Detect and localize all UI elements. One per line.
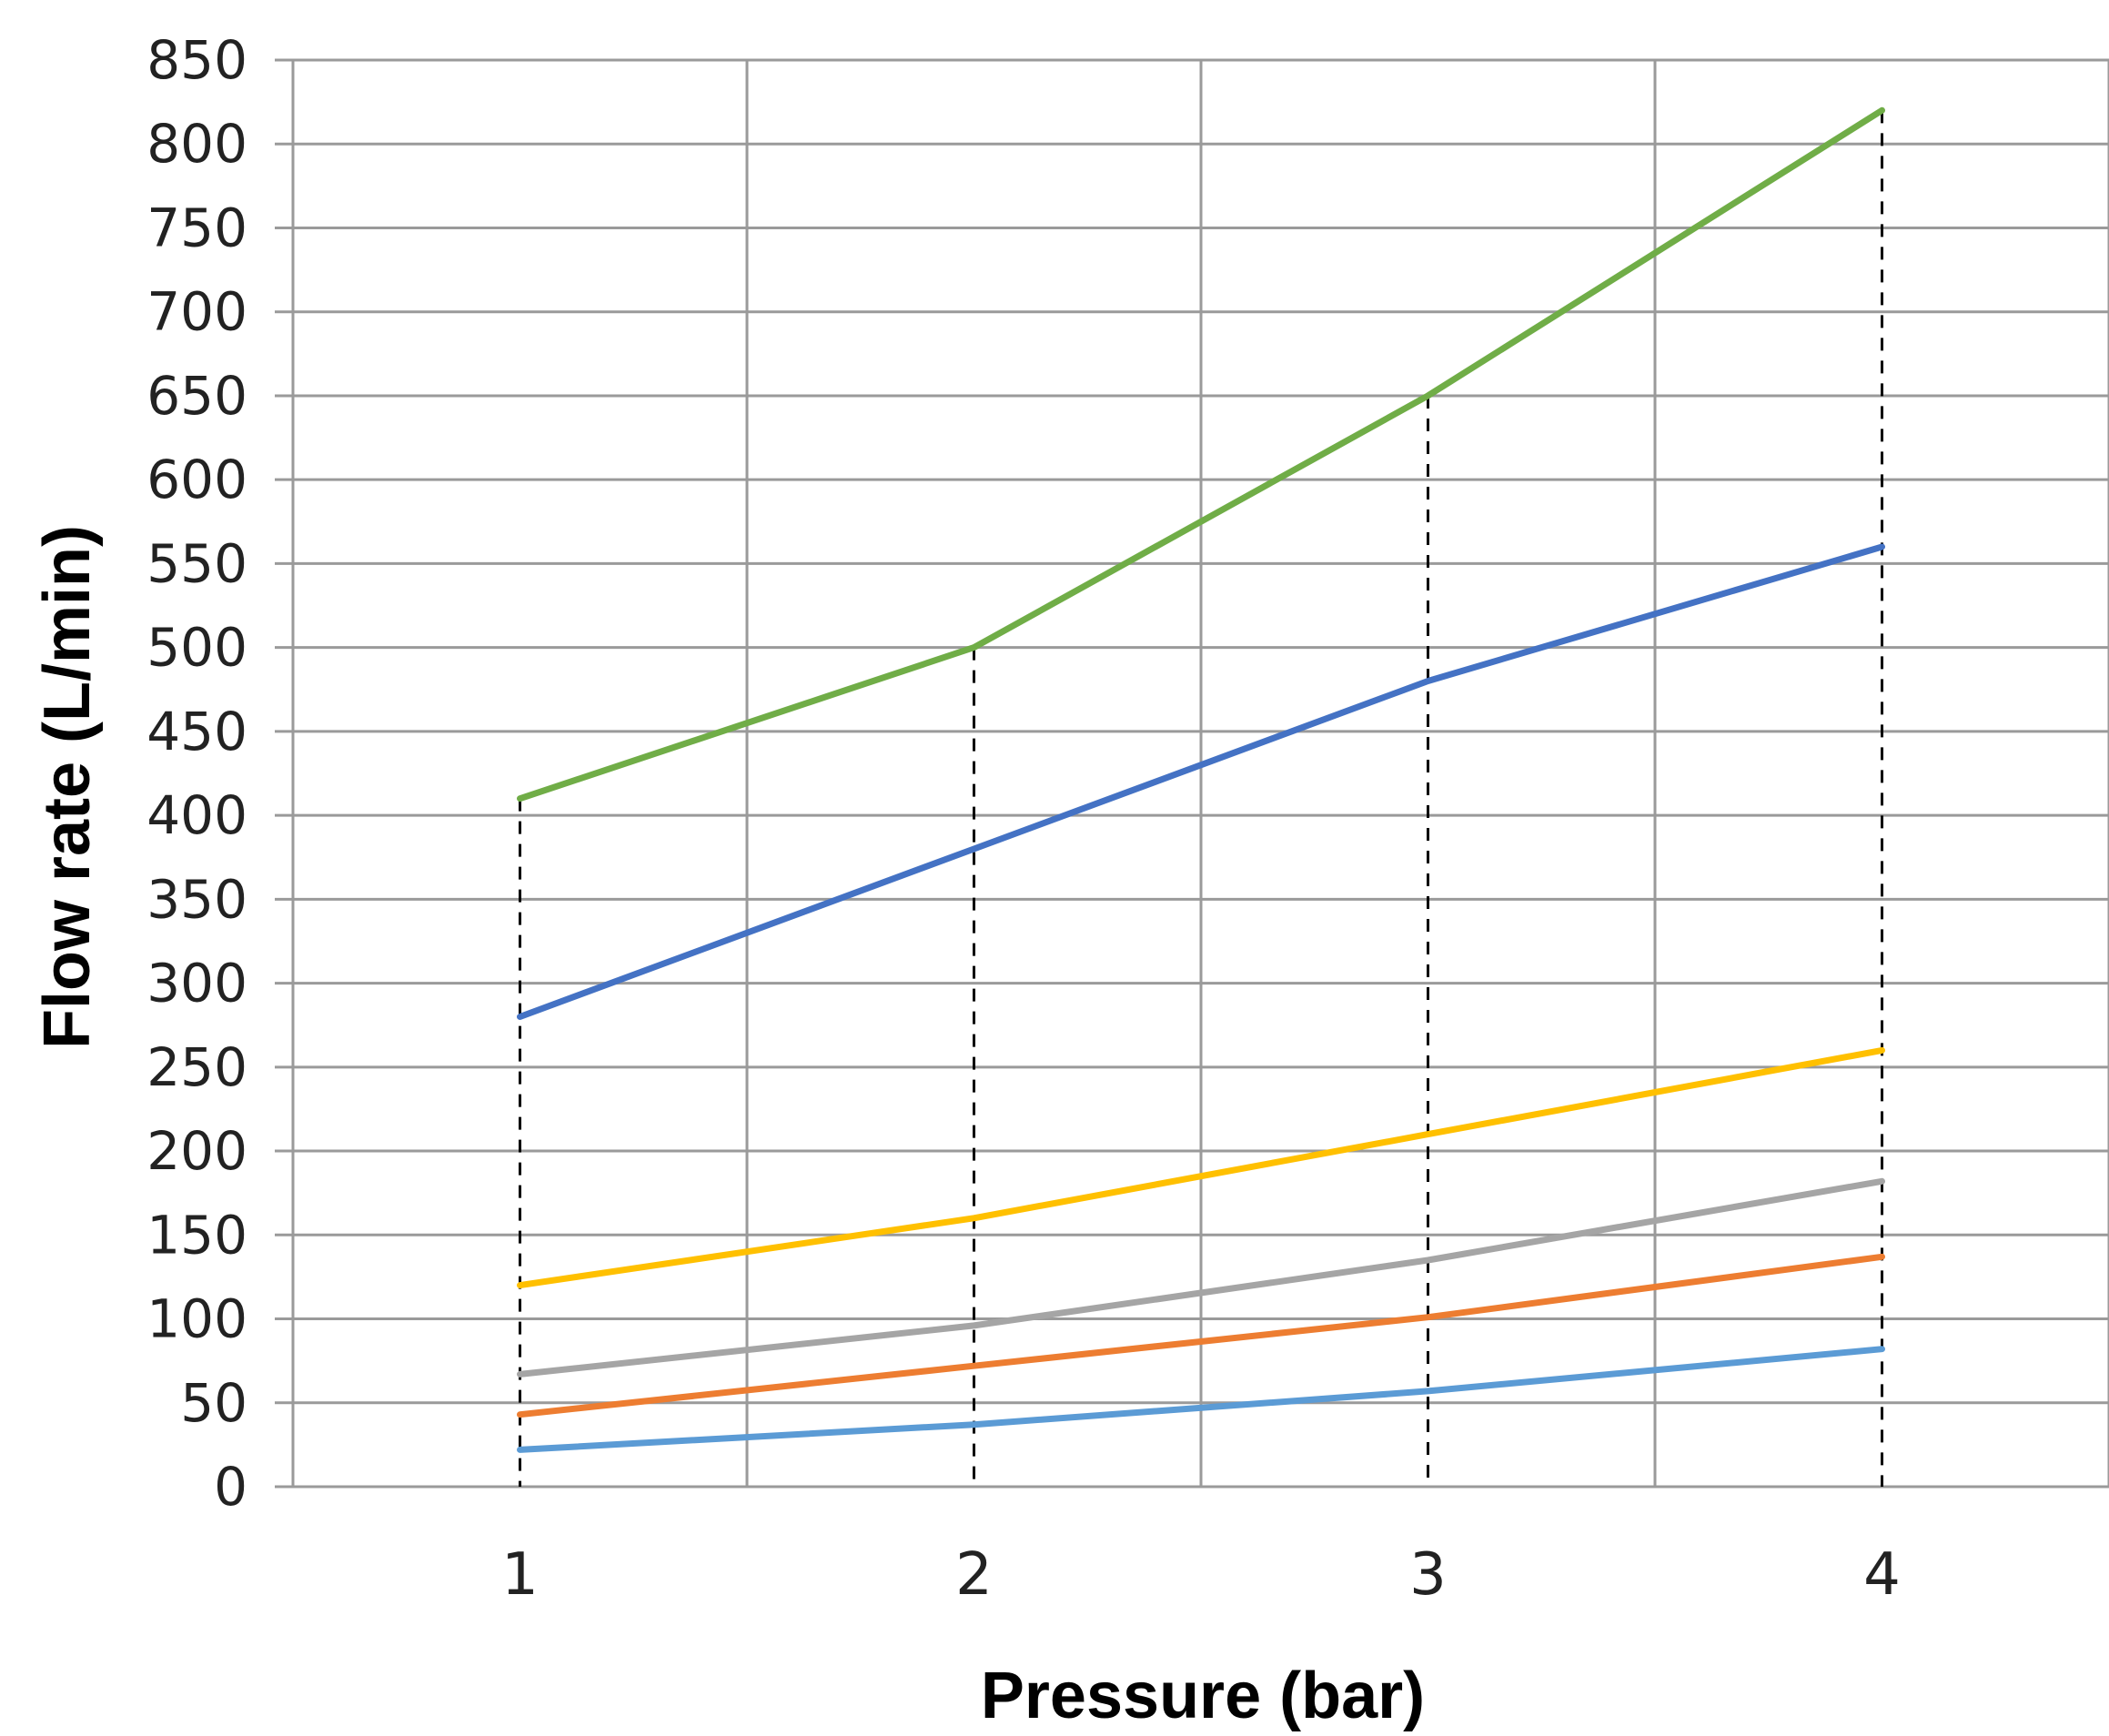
x-tick-label: 3 <box>1409 1541 1447 1609</box>
y-axis-ticks: 0 50 100 150 200 250 300 350 400 450 500 550 600 650 7… <box>146 29 247 1518</box>
y-tick-label: 450 <box>146 701 247 762</box>
series-group <box>517 106 1885 1453</box>
series-line-2 <box>517 543 1885 1020</box>
y-tick-label: 650 <box>146 365 247 427</box>
y-tick-label: 400 <box>146 784 247 846</box>
y-tick-label: 250 <box>146 1036 247 1098</box>
y-tick-label: 350 <box>146 868 247 930</box>
y-tick-label: 50 <box>180 1372 247 1434</box>
x-tick-label: 4 <box>1863 1541 1901 1609</box>
y-tick-label: 300 <box>146 953 247 1014</box>
y-tick-label: 150 <box>146 1204 247 1266</box>
x-tick-label: 1 <box>501 1541 539 1609</box>
y-tick-label: 800 <box>146 113 247 175</box>
x-tick-label: 2 <box>955 1541 993 1609</box>
y-tick-label: 100 <box>146 1288 247 1350</box>
series-line-5 <box>517 1253 1885 1418</box>
y-tick-label: 550 <box>146 532 247 594</box>
series-line-4 <box>517 1177 1885 1378</box>
y-tick-label: 850 <box>146 29 247 91</box>
y-tick-label: 750 <box>146 197 247 258</box>
y-tick-label: 500 <box>146 617 247 679</box>
y-tick-label: 600 <box>146 449 247 510</box>
y-tick-label: 200 <box>146 1120 247 1182</box>
y-tick-label: 700 <box>146 281 247 343</box>
y-axis-title: Flow rate (L/min) <box>31 525 104 1049</box>
series-line-1 <box>517 106 1885 802</box>
series-line-3 <box>517 1046 1885 1289</box>
grid <box>275 58 2109 1489</box>
series-line-6 <box>517 1346 1885 1453</box>
x-axis-ticks: 1 2 3 4 <box>501 1541 1901 1609</box>
x-axis-title: Pressure (bar) <box>981 1660 1425 1732</box>
y-tick-label: 0 <box>214 1456 247 1518</box>
